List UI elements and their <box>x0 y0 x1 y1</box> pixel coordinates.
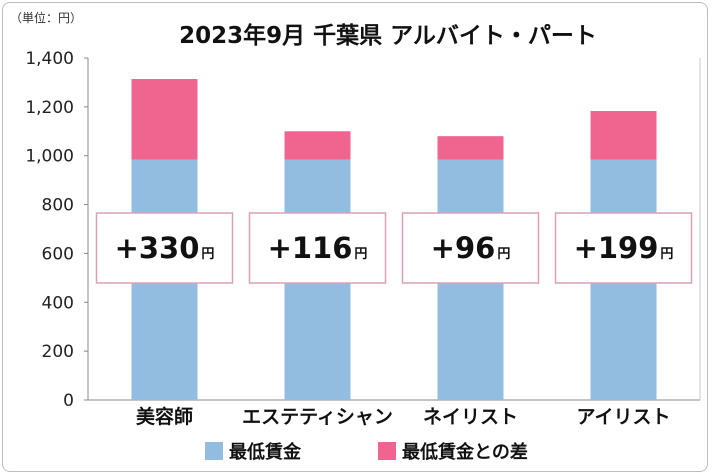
difference-label-box <box>248 212 387 284</box>
difference-label: +330 円 <box>95 212 234 284</box>
bar-difference <box>437 136 504 160</box>
data-labels: +330 円 +116 円 +96 円 +199 円 <box>95 212 693 284</box>
y-tick-label: 1,200 <box>25 98 74 118</box>
difference-label-box <box>554 212 693 284</box>
category-labels: 美容師 エステティシャン ネイリスト アイリスト <box>136 405 671 428</box>
difference-label-text: +199 円 <box>574 231 674 265</box>
y-tick-label: 200 <box>42 342 74 362</box>
y-tick-label: 1,000 <box>25 147 74 167</box>
difference-label-text: +96 円 <box>431 231 511 265</box>
category-label: 美容師 <box>136 405 193 428</box>
chart-title: 2023年9月 千葉県 アルバイト・パート <box>179 22 597 49</box>
category-label: アイリスト <box>576 406 670 428</box>
difference-label: +96 円 <box>401 212 540 284</box>
category-label: エステティシャン <box>242 406 393 428</box>
legend-label: 最低賃金との差 <box>402 441 528 463</box>
y-tick-label: 0 <box>63 391 74 411</box>
legend-label: 最低賃金 <box>229 441 302 463</box>
legend-swatch <box>205 442 223 460</box>
bar-difference <box>590 111 657 160</box>
category-label: ネイリスト <box>423 406 518 428</box>
difference-label: +199 円 <box>554 212 693 284</box>
legend: 最低賃金 最低賃金との差 <box>205 441 528 463</box>
difference-label: +116 円 <box>248 212 387 284</box>
y-tick-label: 1,400 <box>25 49 74 69</box>
bar-difference <box>284 131 351 160</box>
legend-item: 最低賃金との差 <box>378 441 528 463</box>
legend-item: 最低賃金 <box>205 441 302 463</box>
difference-label-text: +116 円 <box>268 231 368 265</box>
y-tick-label: 600 <box>42 244 74 264</box>
difference-label-box <box>95 212 234 284</box>
legend-swatch <box>378 442 396 460</box>
unit-label: （単位：円） <box>10 10 82 25</box>
axes: 0 200 400 600 800 1,000 1,200 1,400 <box>25 49 701 411</box>
y-tick-label: 400 <box>42 293 74 313</box>
y-tick-label: 800 <box>42 196 74 216</box>
difference-label-text: +330 円 <box>115 231 215 265</box>
difference-label-box <box>401 212 540 284</box>
bar-difference <box>131 79 198 160</box>
